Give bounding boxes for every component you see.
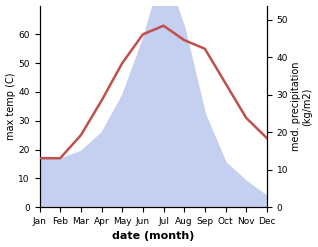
Y-axis label: med. precipitation
(kg/m2): med. precipitation (kg/m2) <box>291 62 313 151</box>
Y-axis label: max temp (C): max temp (C) <box>5 73 16 140</box>
X-axis label: date (month): date (month) <box>112 231 194 242</box>
